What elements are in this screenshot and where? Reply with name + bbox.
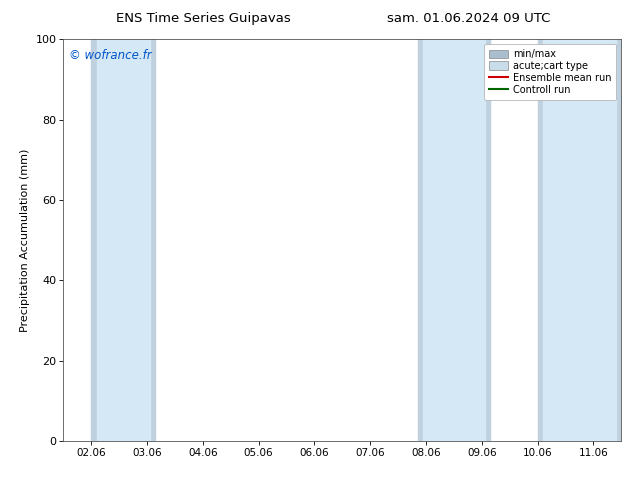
Bar [538, 39, 621, 441]
Legend: min/max, acute;cart type, Ensemble mean run, Controll run: min/max, acute;cart type, Ensemble mean … [484, 44, 616, 99]
Bar [97, 39, 150, 441]
Bar [418, 39, 490, 441]
Text: © wofrance.fr: © wofrance.fr [69, 49, 152, 62]
Text: sam. 01.06.2024 09 UTC: sam. 01.06.2024 09 UTC [387, 12, 551, 25]
Bar [91, 39, 155, 441]
Y-axis label: Precipitation Accumulation (mm): Precipitation Accumulation (mm) [20, 148, 30, 332]
Bar [424, 39, 484, 441]
Bar [543, 39, 616, 441]
Text: ENS Time Series Guipavas: ENS Time Series Guipavas [115, 12, 290, 25]
